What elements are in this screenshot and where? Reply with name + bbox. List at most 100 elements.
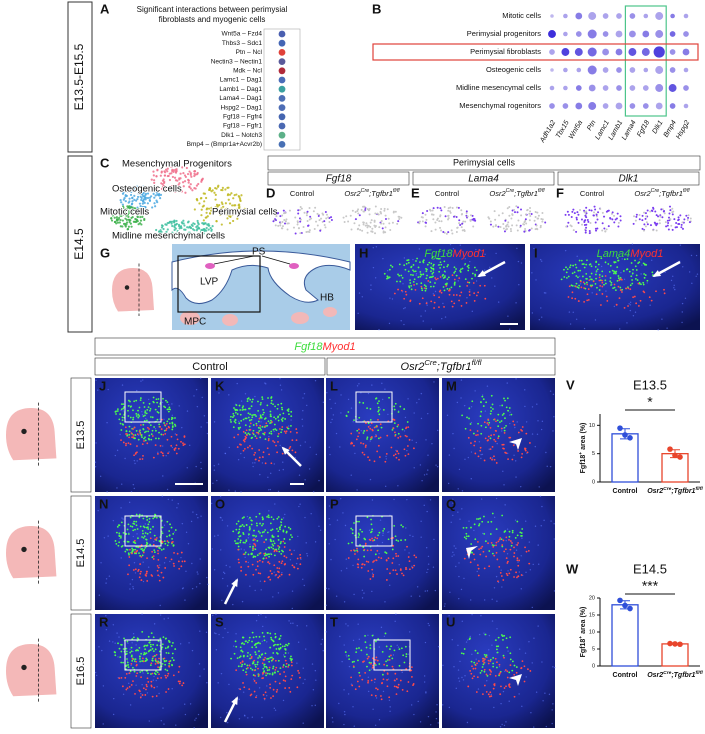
expression-point <box>466 215 469 218</box>
tsne-point <box>129 190 133 193</box>
expression-point <box>641 227 644 230</box>
nucleus <box>160 720 162 722</box>
tsne-point <box>141 192 145 195</box>
signal-red <box>411 566 414 569</box>
signal-red <box>146 426 149 429</box>
tsne-point <box>160 224 164 227</box>
nucleus <box>280 389 283 391</box>
nucleus <box>358 292 361 294</box>
signal-green <box>479 517 482 520</box>
signal-green <box>148 438 151 441</box>
signal-green <box>290 655 292 658</box>
expression-point <box>318 219 321 222</box>
tsne-point <box>187 231 190 234</box>
expression-point <box>577 213 580 216</box>
signal-red <box>134 692 136 695</box>
tsne-point <box>201 228 204 231</box>
signal-green <box>116 525 119 528</box>
signal-red <box>604 275 607 277</box>
signal-green <box>159 637 162 640</box>
signal-green <box>232 530 235 533</box>
signal-green <box>613 272 615 275</box>
nucleus <box>189 703 192 705</box>
signal-red <box>397 555 400 557</box>
signal-red <box>235 669 238 672</box>
nucleus <box>305 542 307 544</box>
signal-red <box>601 293 604 295</box>
signal-green <box>521 528 524 530</box>
tsne-point <box>203 192 207 195</box>
tsne-point <box>233 210 236 213</box>
signal-green <box>152 650 155 653</box>
signal-green <box>134 434 137 436</box>
signal-green <box>473 661 476 664</box>
y-tick-label: 5 <box>592 646 595 652</box>
interaction-label: Fgf18 – Fgfr4 <box>223 114 262 121</box>
nucleus <box>471 653 473 656</box>
signal-red <box>151 550 154 553</box>
nucleus <box>120 557 122 559</box>
signal-green <box>154 648 157 651</box>
expression-point <box>396 222 399 225</box>
signal-green <box>368 661 371 664</box>
expression-point <box>363 206 366 209</box>
nucleus <box>434 290 437 293</box>
dot <box>669 67 676 73</box>
tsne-point <box>152 174 155 177</box>
chart-title: E13.5 <box>633 377 667 392</box>
signal-red <box>648 296 651 299</box>
signal-green <box>263 639 266 642</box>
signal-red <box>466 281 469 284</box>
signal-red <box>120 439 122 442</box>
signal-red <box>167 688 170 690</box>
nucleus <box>238 420 240 423</box>
signal-red <box>489 426 492 429</box>
nucleus <box>506 382 508 384</box>
signal-green <box>432 271 435 274</box>
signal-green <box>274 428 277 430</box>
nucleus <box>302 722 304 724</box>
nucleus <box>453 545 455 547</box>
nucleus <box>212 614 214 617</box>
signal-green <box>120 536 122 539</box>
expression-point <box>449 206 452 209</box>
signal-red <box>361 451 364 454</box>
nucleus <box>486 680 488 682</box>
signal-red <box>587 288 590 290</box>
nucleus <box>403 323 405 326</box>
expression-point <box>520 208 523 211</box>
signal-green <box>126 658 128 660</box>
signal-green <box>432 263 435 266</box>
tsne-point <box>189 172 192 175</box>
signal-red <box>299 557 302 559</box>
signal-green <box>479 671 482 674</box>
signal-green <box>171 656 174 659</box>
signal-green <box>153 516 156 519</box>
signal-red <box>170 558 173 561</box>
nucleus <box>132 483 135 486</box>
signal-green <box>504 399 506 402</box>
signal-red <box>167 452 169 455</box>
inset-box <box>124 515 162 547</box>
signal-green <box>578 259 581 262</box>
nucleus <box>455 687 457 690</box>
nucleus <box>303 393 306 395</box>
signal-green <box>465 526 468 529</box>
tsne-point <box>143 196 147 199</box>
expression-point <box>570 216 573 219</box>
nucleus <box>302 410 304 412</box>
nucleus <box>223 572 226 575</box>
signal-red <box>599 285 602 287</box>
dot <box>588 12 597 20</box>
signal-red <box>568 285 571 288</box>
expression-point <box>447 217 450 220</box>
expression-point <box>442 230 445 233</box>
stage-box <box>70 495 92 611</box>
signal-green <box>371 634 374 637</box>
x-tick-label-part: Osr2 <box>647 488 663 495</box>
signal-red <box>177 671 180 673</box>
tsne-point <box>182 219 185 222</box>
expression-point <box>536 211 539 214</box>
tsne-point <box>122 222 126 225</box>
signal-green <box>131 549 134 552</box>
